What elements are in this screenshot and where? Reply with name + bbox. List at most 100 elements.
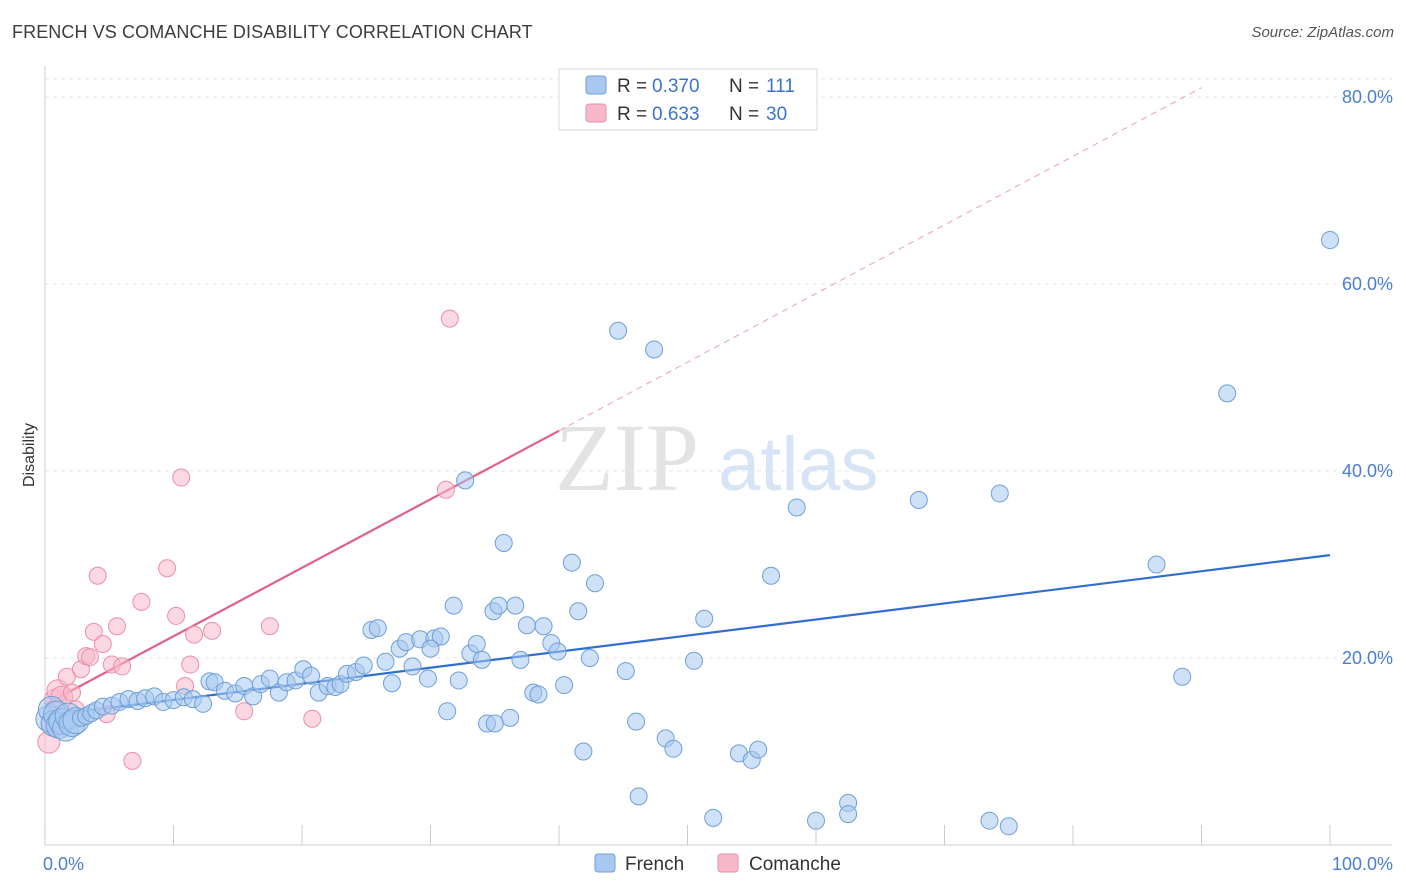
- tick-labels: 20.0% 40.0% 60.0% 80.0% 0.0% 100.0%: [43, 87, 1393, 874]
- point-french-78: [562, 553, 581, 572]
- point-comanche-22: [172, 468, 191, 487]
- point-french-70: [511, 650, 530, 669]
- point-comanche-21: [167, 606, 186, 625]
- point-french-54: [418, 669, 437, 688]
- point-comanche-25: [185, 625, 204, 644]
- point-french-58: [444, 596, 463, 615]
- point-comanche-20: [158, 559, 177, 578]
- legend-n-value-comanche: 30: [766, 104, 787, 125]
- legend-n-label-french: N =: [729, 76, 759, 97]
- source-label: Source: ZipAtlas.com: [1251, 24, 1394, 41]
- watermark-zip: ZIP: [555, 404, 699, 511]
- chart-title: FRENCH VS COMANCHE DISABILITY CORRELATIO…: [12, 22, 533, 42]
- bottom-legend-swatch-comanche: [717, 853, 739, 873]
- point-french-59: [449, 671, 468, 690]
- legend-r-label-french: R =: [617, 76, 647, 97]
- point-french-38: [301, 666, 320, 685]
- point-french-76: [548, 642, 567, 661]
- point-french-80: [574, 742, 593, 761]
- trend-comanche: [44, 87, 1202, 706]
- y-tick-label-3: 80.0%: [1342, 87, 1393, 107]
- y-tick-label-1: 40.0%: [1342, 461, 1393, 481]
- point-comanche-16: [107, 617, 126, 636]
- point-french-106: [1218, 384, 1237, 403]
- point-french-81: [580, 649, 599, 667]
- point-french-49: [382, 674, 401, 693]
- point-french-83: [609, 321, 628, 340]
- point-comanche-27: [235, 702, 254, 721]
- point-comanche-12: [88, 566, 107, 585]
- point-comanche-31: [436, 480, 455, 499]
- point-comanche-11: [84, 622, 103, 641]
- point-comanche-17: [113, 657, 132, 676]
- point-french-52: [403, 657, 422, 676]
- watermark: ZIP atlas: [555, 404, 879, 511]
- watermark-atlas: atlas: [718, 422, 879, 507]
- point-french-90: [684, 651, 703, 670]
- point-comanche-6: [62, 683, 81, 702]
- y-tick-label-2: 60.0%: [1342, 274, 1393, 294]
- point-french-102: [990, 484, 1009, 503]
- point-comanche-24: [181, 655, 200, 674]
- point-french-45: [354, 656, 373, 675]
- point-french-101: [980, 811, 999, 830]
- point-french-96: [762, 566, 781, 585]
- point-french-67: [494, 533, 513, 552]
- point-french-79: [569, 602, 588, 621]
- point-french-77: [555, 676, 574, 695]
- bottom-legend: French Comanche: [594, 853, 841, 875]
- point-french-104: [1147, 555, 1166, 574]
- point-french-92: [704, 808, 723, 827]
- point-french-86: [629, 787, 648, 806]
- point-french-82: [585, 574, 604, 593]
- point-french-25: [194, 694, 213, 713]
- point-comanche-18: [123, 751, 142, 770]
- point-french-69: [506, 596, 525, 615]
- point-french-107: [1321, 231, 1339, 250]
- point-french-97: [787, 498, 806, 517]
- point-french-33: [260, 669, 279, 688]
- point-french-56: [431, 627, 450, 646]
- point-french-91: [695, 609, 714, 628]
- point-french-87: [645, 340, 664, 359]
- trend-line-comanche: [44, 429, 560, 706]
- point-comanche-30: [440, 309, 459, 328]
- legend-swatch-french: [585, 75, 607, 95]
- point-french-108: [839, 805, 858, 824]
- point-french-74: [534, 617, 553, 636]
- bottom-legend-label-french: French: [625, 854, 684, 875]
- point-french-71: [517, 616, 536, 635]
- point-comanche-28: [260, 617, 279, 636]
- point-french-100: [909, 490, 928, 509]
- x-tick-label-1: 100.0%: [1332, 854, 1393, 874]
- point-comanche-19: [132, 592, 151, 611]
- y-axis-label: Disability: [21, 423, 38, 487]
- legend-r-label-comanche: R =: [617, 104, 647, 125]
- point-french-57: [438, 702, 457, 721]
- point-french-66: [489, 596, 508, 615]
- point-french-48: [376, 652, 395, 671]
- point-french-73: [529, 685, 548, 704]
- trend-line-comanche-extension: [558, 87, 1202, 432]
- point-comanche-26: [203, 621, 222, 640]
- point-french-84: [616, 662, 635, 681]
- point-comanche-5: [57, 667, 76, 686]
- legend-n-value-french: 111: [766, 76, 795, 97]
- point-french-98: [807, 811, 825, 830]
- point-french-63: [472, 650, 491, 669]
- grid-lines: [45, 78, 1392, 659]
- point-french-47: [368, 619, 387, 638]
- point-french-103: [999, 817, 1018, 836]
- point-french-60: [456, 471, 475, 490]
- y-tick-label-0: 20.0%: [1342, 648, 1393, 668]
- point-comanche-10: [80, 648, 99, 667]
- x-tick-label-0: 0.0%: [43, 854, 84, 874]
- legend-r-value-comanche: 0.633: [652, 104, 700, 125]
- points-french: [35, 231, 1339, 836]
- legend-n-label-comanche: N =: [729, 104, 759, 125]
- top-legend: R = 0.370 N = 111 R = 0.633 N = 30: [558, 68, 818, 131]
- point-french-89: [664, 739, 683, 758]
- point-french-85: [627, 712, 646, 731]
- point-french-68: [501, 708, 520, 727]
